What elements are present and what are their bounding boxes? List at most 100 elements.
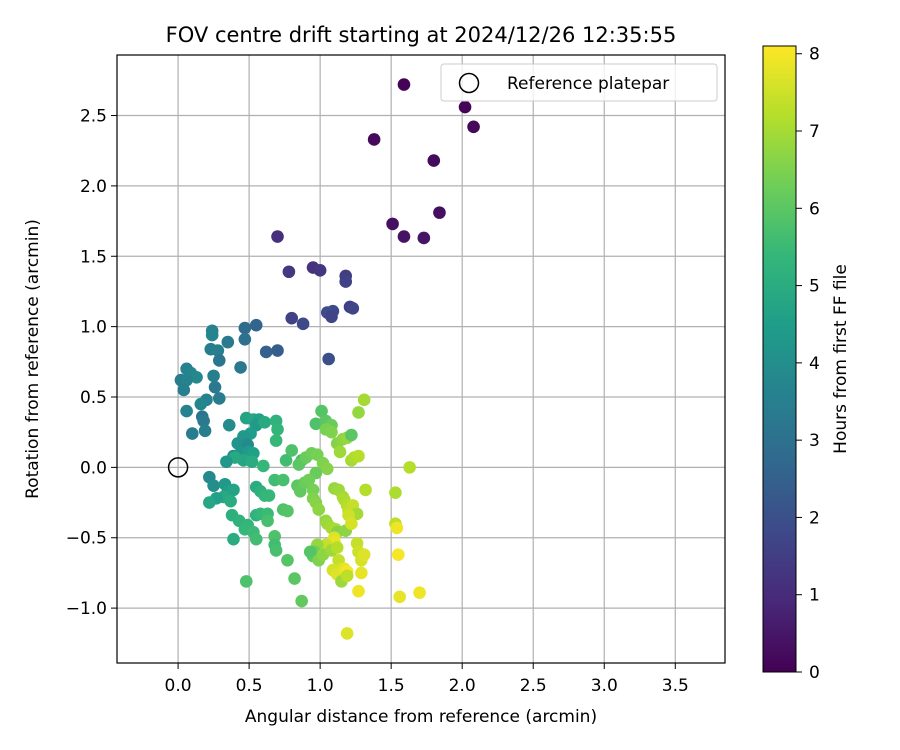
data-point — [352, 406, 365, 419]
y-tick-label: 1.5 — [80, 247, 107, 267]
colorbar-tick-label: 7 — [809, 122, 820, 142]
reference-platepar-marker — [167, 457, 189, 478]
data-point — [208, 380, 222, 394]
legend-box — [440, 63, 718, 102]
data-point — [203, 496, 216, 509]
data-point — [198, 424, 212, 438]
data-point — [322, 352, 335, 366]
data-point — [325, 310, 338, 324]
data-point — [227, 483, 240, 497]
data-point — [271, 344, 284, 357]
colorbar-label: Hours from first FF file — [831, 264, 851, 454]
data-point — [234, 361, 247, 374]
y-tick-label: 0.5 — [80, 388, 107, 408]
data-point — [397, 78, 411, 91]
data-point — [345, 428, 358, 442]
colorbar-strip — [762, 45, 797, 673]
data-point — [276, 473, 290, 487]
data-point — [397, 230, 411, 243]
x-tick-label: 1.5 — [378, 676, 405, 696]
data-point — [320, 462, 334, 476]
data-point — [367, 133, 381, 146]
y-tick-label: −0.5 — [66, 529, 107, 549]
data-point — [390, 521, 404, 535]
data-point — [207, 369, 220, 383]
x-axis-ticks: 0.0 0.5 1.0 1.5 2.0 2.5 3.0 3.5 — [165, 663, 689, 696]
grid-lines — [117, 55, 725, 663]
data-point — [355, 566, 368, 580]
y-axis-ticks: −1.0 −0.5 0.0 0.5 1.0 1.5 2.0 2.5 — [66, 107, 117, 619]
data-point — [271, 230, 284, 243]
data-point — [279, 454, 293, 467]
data-point — [295, 594, 308, 608]
data-point — [352, 449, 365, 463]
data-point — [177, 383, 191, 397]
data-point — [325, 425, 338, 439]
data-point — [269, 434, 283, 447]
data-point — [302, 473, 316, 487]
x-tick-label: 3.5 — [662, 676, 689, 696]
data-point — [357, 393, 371, 407]
y-axis-label: Rotation from reference (arcmin) — [23, 219, 43, 499]
data-point — [197, 414, 210, 428]
data-point — [458, 100, 472, 114]
data-point — [339, 275, 353, 288]
data-point — [205, 328, 219, 342]
data-point — [282, 265, 296, 279]
data-point — [227, 532, 240, 546]
data-point — [269, 544, 283, 557]
data-point — [313, 264, 327, 277]
data-point — [359, 483, 372, 497]
plot-frame — [116, 54, 726, 664]
data-point — [417, 231, 431, 245]
data-point — [330, 541, 344, 554]
data-point — [413, 586, 426, 599]
x-tick-label: 0.0 — [165, 676, 192, 696]
x-tick-label: 2.5 — [520, 676, 547, 696]
data-point — [261, 514, 274, 528]
y-tick-label: 2.0 — [80, 177, 107, 197]
colorbar: 0 1 2 3 4 5 6 7 8 Hours from first FF file — [762, 45, 851, 683]
data-point — [239, 575, 253, 588]
data-point — [340, 569, 354, 583]
data-point — [207, 479, 220, 492]
colorbar-tick-label: 3 — [809, 431, 820, 451]
data-point — [249, 318, 263, 332]
chart-title: FOV centre drift starting at 2024/12/26 … — [166, 23, 677, 47]
data-point — [433, 206, 446, 219]
data-point — [281, 504, 294, 518]
data-point — [386, 217, 399, 231]
data-point — [245, 455, 259, 469]
data-point — [281, 553, 294, 567]
data-point — [285, 311, 299, 325]
data-point — [185, 427, 199, 440]
data-point — [180, 373, 193, 387]
data-point — [211, 344, 225, 357]
data-point — [180, 404, 193, 418]
data-point — [309, 417, 323, 431]
data-point — [467, 120, 480, 134]
x-tick-label: 1.0 — [307, 676, 334, 696]
data-point — [296, 317, 310, 331]
data-point — [345, 517, 358, 530]
colorbar-ticks: 0 1 2 3 4 5 6 7 8 — [796, 45, 820, 683]
data-point — [285, 444, 299, 457]
data-point — [190, 370, 203, 384]
legend-marker-reference — [458, 72, 480, 94]
data-point — [221, 335, 235, 349]
colorbar-tick-label: 2 — [809, 508, 820, 528]
colorbar-tick-label: 5 — [809, 277, 820, 297]
data-point — [427, 154, 441, 167]
data-point — [259, 345, 273, 359]
y-tick-label: 0.0 — [80, 458, 107, 478]
x-tick-label: 2.0 — [449, 676, 476, 696]
x-tick-label: 0.5 — [236, 676, 263, 696]
data-point — [271, 423, 284, 436]
colorbar-tick-label: 0 — [809, 663, 820, 683]
y-tick-label: 1.0 — [80, 318, 107, 338]
data-point — [257, 459, 270, 473]
data-point — [403, 461, 416, 474]
x-axis-label: Angular distance from reference (arcmin) — [245, 707, 597, 727]
data-point — [238, 321, 252, 335]
